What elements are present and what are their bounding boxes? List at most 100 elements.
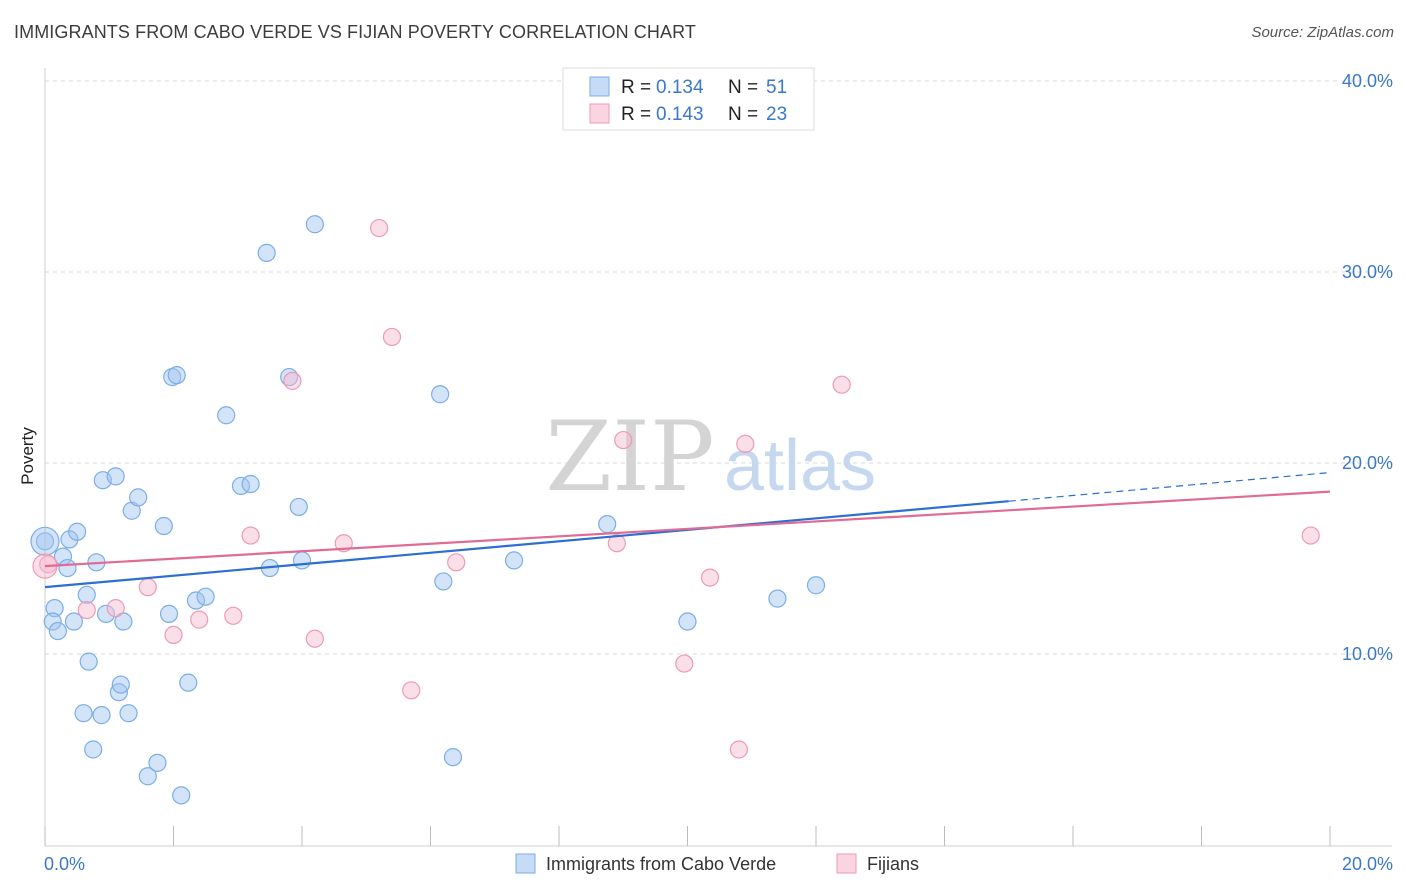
point-fijians	[283, 371, 302, 390]
point-fijians	[241, 526, 260, 545]
y-tick-label: 30.0%	[1342, 262, 1393, 282]
point-cabo-verde	[598, 515, 617, 534]
point-cabo-verde	[109, 683, 128, 702]
legend-n-label: N =	[728, 104, 758, 125]
series-fijians-points	[32, 218, 1320, 759]
bottom-legend: Immigrants from Cabo Verde Fijians	[515, 853, 919, 874]
point-cabo-verde	[292, 551, 312, 570]
point-fijians	[614, 430, 633, 450]
point-cabo-verde	[217, 406, 236, 425]
watermark-zip: ZIP	[545, 401, 714, 513]
point-cabo-verde	[74, 704, 93, 723]
point-cabo-verde	[154, 516, 173, 536]
point-cabo-verde	[443, 748, 463, 767]
point-fijians	[447, 553, 466, 572]
x-tick-label: 0.0%	[44, 854, 85, 874]
point-cabo-verde	[92, 706, 111, 725]
bottom-legend-swatch-pink	[836, 853, 857, 874]
point-cabo-verde	[48, 621, 67, 641]
point-cabo-verde	[172, 786, 191, 805]
point-cabo-verde	[305, 215, 324, 234]
watermark-atlas: atlas	[724, 426, 876, 506]
grid-lines	[45, 80, 1392, 655]
point-cabo-verde	[138, 767, 157, 786]
trend-line-fijians	[44, 490, 1331, 568]
point-fijians	[402, 681, 421, 700]
point-cabo-verde	[186, 591, 206, 610]
y-axis-label: Poverty	[18, 427, 37, 485]
point-fijians	[832, 375, 851, 394]
y-tick-label: 10.0%	[1342, 644, 1393, 664]
point-fijians	[305, 629, 324, 648]
point-cabo-verde	[678, 612, 697, 631]
point-cabo-verde	[106, 467, 125, 486]
point-cabo-verde	[196, 587, 215, 606]
chart-title: IMMIGRANTS FROM CABO VERDE VS FIJIAN POV…	[14, 22, 696, 42]
point-cabo-verde	[504, 551, 524, 570]
point-cabo-verde	[806, 576, 826, 595]
point-cabo-verde	[431, 385, 450, 404]
y-tick-label: 40.0%	[1342, 71, 1393, 91]
point-fijians	[607, 534, 626, 553]
point-cabo-verde	[35, 532, 55, 551]
point-fijians	[729, 740, 749, 759]
point-cabo-verde	[96, 604, 116, 623]
point-fijians	[700, 568, 720, 587]
point-cabo-verde	[289, 497, 308, 517]
point-fijians	[736, 434, 755, 453]
point-cabo-verde	[68, 522, 87, 541]
point-fijians	[77, 600, 96, 620]
legend-n-value: 23	[766, 104, 787, 125]
top-legend: R = 0.134 N = 51 R = 0.143 N = 23	[562, 67, 815, 131]
axes	[44, 68, 1392, 847]
series-cabo-verde-points	[30, 215, 826, 805]
legend-r-value: 0.143	[656, 104, 704, 125]
point-fijians	[190, 610, 209, 629]
point-fijians	[675, 654, 694, 673]
point-fijians	[382, 327, 402, 347]
point-fijians	[106, 599, 125, 618]
point-cabo-verde	[129, 488, 148, 507]
point-fijians	[370, 218, 389, 238]
legend-r-label: R =	[621, 104, 651, 125]
trend-line-cabo-verde-extension	[1008, 471, 1331, 502]
legend-r-value: 0.134	[656, 77, 704, 98]
legend-n-value: 51	[766, 77, 787, 98]
legend-n-label: N =	[728, 77, 758, 98]
point-cabo-verde	[111, 675, 130, 694]
point-cabo-verde	[167, 366, 186, 385]
point-cabo-verde	[148, 753, 167, 772]
point-cabo-verde	[768, 589, 787, 608]
point-cabo-verde	[119, 704, 138, 723]
point-cabo-verde	[64, 612, 84, 631]
point-fijians	[224, 606, 243, 625]
source-label: Source: ZipAtlas.com	[1251, 24, 1394, 41]
point-fijians	[164, 625, 183, 645]
point-cabo-verde	[58, 558, 77, 578]
point-fijians	[334, 534, 353, 553]
point-cabo-verde	[43, 612, 62, 631]
x-tick-label: 20.0%	[1342, 854, 1393, 874]
point-fijians	[138, 578, 157, 597]
y-tick-label: 20.0%	[1342, 453, 1393, 473]
point-cabo-verde	[179, 673, 198, 692]
watermark: ZIP atlas	[545, 401, 876, 513]
trend-line-cabo-verde	[44, 500, 1009, 589]
point-cabo-verde	[241, 474, 260, 494]
bottom-legend-label-cabo-verde: Immigrants from Cabo Verde	[546, 854, 776, 874]
bottom-legend-swatch-blue	[515, 853, 536, 874]
tick-labels: 10.0% 20.0% 30.0% 40.0% 0.0% 20.0%	[44, 71, 1393, 874]
legend-swatch-pink	[589, 103, 610, 124]
point-cabo-verde	[60, 530, 79, 549]
point-cabo-verde	[79, 652, 98, 671]
point-cabo-verde	[257, 243, 276, 262]
legend-swatch-blue	[589, 76, 610, 97]
bottom-legend-label-fijians: Fijians	[867, 854, 919, 874]
point-cabo-verde-large	[30, 526, 60, 556]
point-fijians	[1301, 526, 1320, 545]
point-cabo-verde	[114, 612, 133, 631]
point-cabo-verde	[434, 572, 453, 591]
trend-lines	[44, 471, 1331, 589]
point-cabo-verde	[84, 740, 103, 759]
